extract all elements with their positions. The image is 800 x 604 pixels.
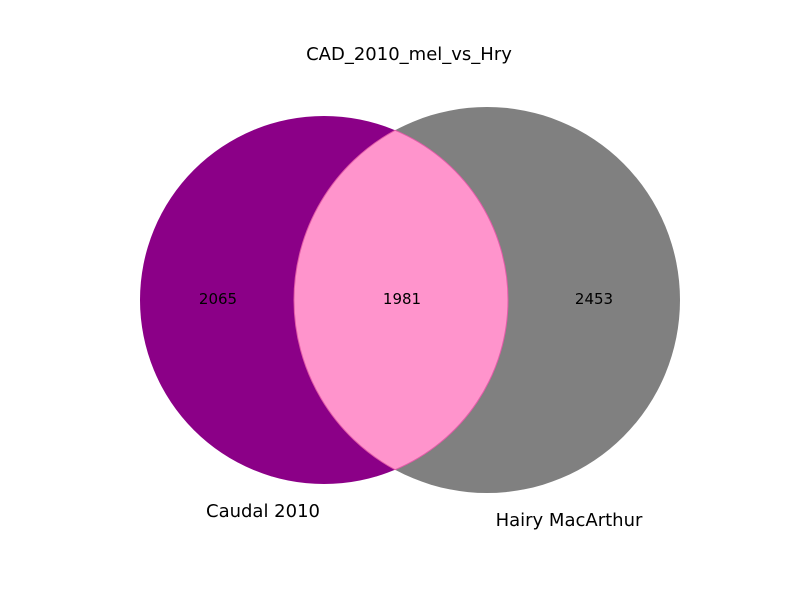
intersection-outline bbox=[293, 129, 509, 471]
set-a-only-count: 2065 bbox=[199, 290, 237, 308]
set-labels: Caudal 2010 Hairy MacArthur bbox=[206, 501, 643, 531]
region-count-labels: 2065 1981 2453 bbox=[199, 290, 613, 308]
set-a-label: Caudal 2010 bbox=[206, 501, 320, 522]
intersection-region bbox=[294, 116, 508, 484]
set-b-label: Hairy MacArthur bbox=[496, 510, 643, 531]
chart-title: CAD_2010_mel_vs_Hry bbox=[306, 44, 512, 65]
intersection-count: 1981 bbox=[383, 290, 421, 308]
venn-regions bbox=[140, 107, 680, 493]
set-b-only-count: 2453 bbox=[575, 290, 613, 308]
